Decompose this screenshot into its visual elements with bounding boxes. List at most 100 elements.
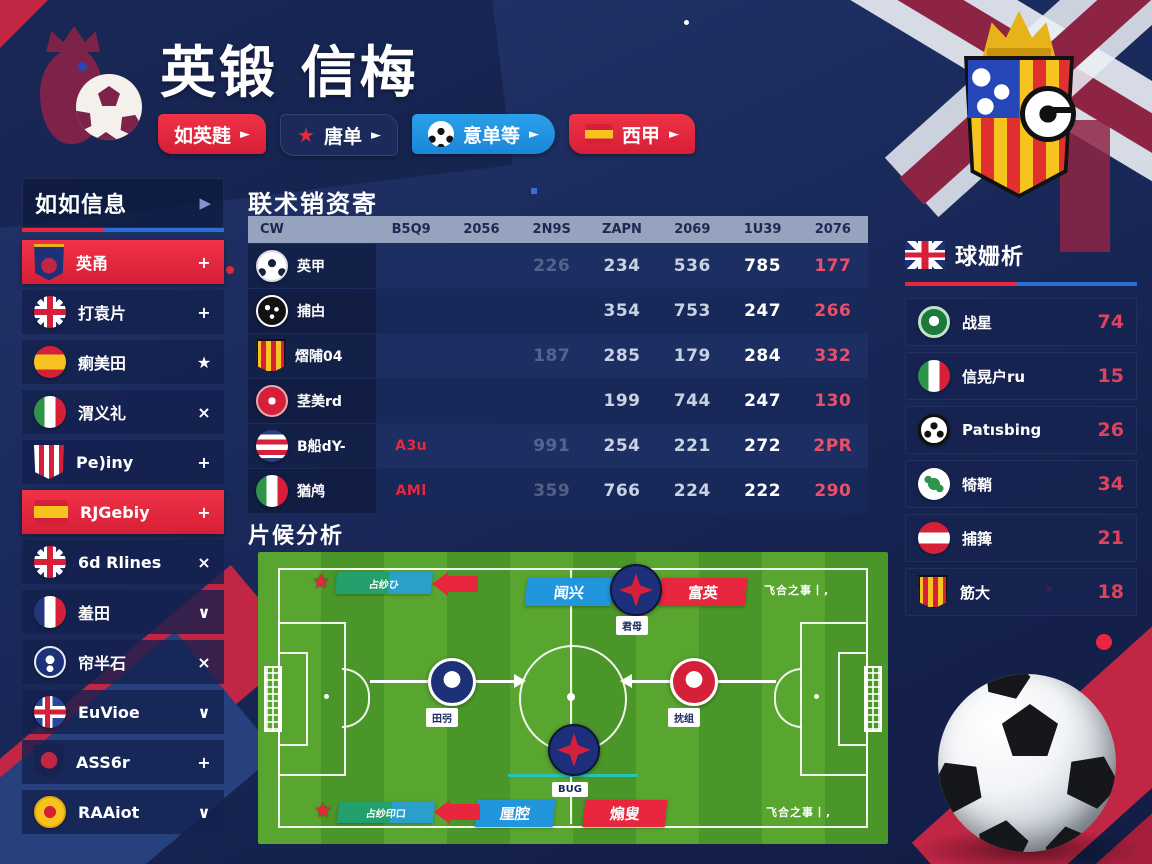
sidebar-item-label: RJGebiy [80,502,150,522]
union-jack-corner [772,0,1152,252]
column-header: 2N9S [532,222,571,237]
right-player-tag: 抌组 [668,708,700,727]
pitch-bottom-red-banner: 煽叟 [582,800,668,827]
pitch-bottom-blue-banner: 厘腔 [474,800,556,827]
black-badge-icon [256,295,288,327]
stat-row-1[interactable]: 战星 74 [905,298,1137,346]
tab-league-3[interactable]: 意单等 ► [411,114,555,154]
italy-flag-icon [34,396,66,428]
ball-pentagon [76,106,95,133]
tab-label: 西甲 [621,124,660,147]
dark-crest-badge-icon [34,745,64,779]
stat-row-4[interactable]: 犄鞘 34 [905,460,1137,508]
sidebar-item-5[interactable]: Pe)iny + [22,440,224,484]
sidebar-item-6[interactable]: RJGebiy + [22,490,224,534]
soccer-ball-image [938,674,1116,852]
chevron-right-icon[interactable]: ▶ [199,194,211,212]
sidebar-item-10[interactable]: EuVioe ∨ [22,690,224,734]
sidebar-item-4[interactable]: 渭义礼 × [22,390,224,434]
stat-label: 战星 [962,313,993,332]
arrow-right-icon: ► [669,126,679,142]
pitch-top-red-banner: 富英 [658,578,748,606]
stat-cell: 247 [744,391,782,411]
center-tag: BUG [552,782,588,797]
sidebar-item-label: 帘半石 [78,654,127,673]
table-row[interactable]: B船dY- A3u 991 254 221 272 2PR [248,424,868,468]
star-icon[interactable]: ★ [196,352,212,372]
right-player-badge [670,658,718,706]
center-spot [567,693,575,701]
stat-label: Patısbing [962,421,1042,439]
table-row[interactable]: 英甲 226 234 536 785 177 [248,244,868,288]
crest-star-quarter [968,60,1019,118]
tab-league-4[interactable]: 西甲 ► [568,114,695,154]
team-name: 茎美rd [297,394,342,410]
table-row[interactable]: 茎美rd 199 744 247 130 [248,379,868,423]
sidebar-item-label: 英甬 [76,254,109,273]
column-header: B5Q9 [391,222,431,237]
stat-row-6[interactable]: 筋大 18 [905,568,1137,616]
close-icon[interactable]: × [197,552,211,572]
expand-icon[interactable]: + [197,752,211,772]
dot-decor [226,266,234,274]
table-row[interactable]: 熠陠04 187 285 179 284 332 [248,334,868,378]
tab-league-2[interactable]: ★ 唐单 ► [280,114,398,156]
yellow-club-badge-icon [34,796,66,828]
sidebar-title: 如如信息 [35,193,128,218]
dot-decor [1096,634,1112,650]
red-badge-icon [256,385,288,417]
uk-flag-icon [905,241,945,269]
sidebar-item-1[interactable]: 英甬 + [22,240,224,284]
stat-row-3[interactable]: Patısbing 26 [905,406,1137,454]
sidebar-underline [22,228,224,232]
soccer-ball-icon [427,121,454,147]
sidebar-item-8[interactable]: 羞田 ∨ [22,590,224,634]
close-icon[interactable]: × [197,652,211,672]
team-cell: 英甲 [248,244,376,288]
sidebar-item-2[interactable]: 打袁片 + [22,290,224,334]
sidebar-item-label: 打袁片 [78,304,127,323]
main-nav-tabs: 如英韪 ► ★ 唐单 ► 意单等 ► 西甲 ► [158,114,695,156]
stat-cell: 272 [744,436,782,456]
football-pitch: ★ 占纱ひ 闻兴 富英 君母 飞合之事丨, 田弜 抌组 BUG 厘腔 煽叟 ★ … [258,552,888,844]
stat-row-5[interactable]: 捕篺 21 [905,514,1137,562]
sidebar-item-9[interactable]: 帘半石 × [22,640,224,684]
stat-cell: 254 [603,436,641,456]
sidebar-item-label: 羞田 [78,604,111,623]
ball-pentagon [975,817,1031,852]
table-row[interactable]: 猶鸬 AMl 359 766 224 222 290 [248,469,868,513]
ball-pentagon [938,751,990,818]
close-icon[interactable]: × [197,402,211,422]
sidebar-item-3[interactable]: 瘌美田 ★ [22,340,224,384]
team-name: 英甲 [297,259,325,275]
sidebar-item-12[interactable]: RAAiot ∨ [22,790,224,834]
yellow-red-crest-icon [256,339,286,373]
stat-cell: 226 [533,256,571,276]
column-header: 2076 [814,222,851,237]
table-row[interactable]: 捕甴 354 753 247 266 [248,289,868,333]
tab-league-1[interactable]: 如英韪 ► [158,114,267,154]
team-cell: 捕甴 [248,289,376,333]
stat-row-2[interactable]: 信晃户ru 15 [905,352,1137,400]
panel-underline [905,282,1137,286]
sidebar-item-7[interactable]: 6d Rlines × [22,540,224,584]
chevron-down-icon[interactable]: ∨ [197,802,211,822]
navy-shield-badge-icon [34,243,64,281]
stats-table-title: 联术销资寄 [248,190,378,218]
sidebar-item-label: RAAiot [78,802,140,822]
stat-value: 74 [1097,311,1124,333]
ball-pentagon [1042,821,1098,852]
chevron-down-icon[interactable]: ∨ [197,702,211,722]
sidebar-item-label: ASS6r [76,752,130,772]
sidebar-header[interactable]: 如如信息 ▶ [22,178,224,228]
expand-icon[interactable]: + [197,502,211,522]
sidebar-item-11[interactable]: ASS6r + [22,740,224,784]
expand-icon[interactable]: + [197,302,211,322]
goal-right [864,666,882,732]
chevron-down-icon[interactable]: ∨ [197,602,211,622]
expand-icon[interactable]: + [197,452,211,472]
penalty-spot-left [324,694,329,699]
expand-icon[interactable]: + [197,252,211,272]
stat-cell: 332 [814,346,852,366]
blue-club-badge-icon [34,646,66,678]
